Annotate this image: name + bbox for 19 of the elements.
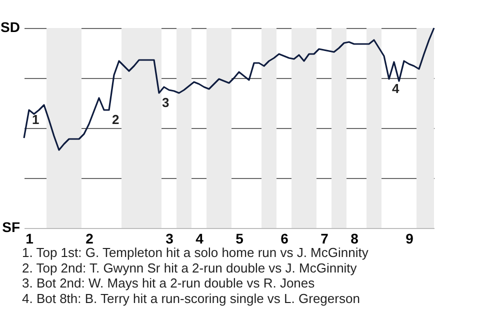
text: 3. Bot 2nd: W. Mays hit a 2-run double vs R. Jones [22, 276, 316, 291]
x-tick-label: 5 [236, 230, 244, 246]
x-tick-label: 3 [166, 230, 174, 246]
x-tick-label: 7 [320, 230, 329, 246]
annotation: 2 [112, 112, 120, 127]
x-tick-label: 1 [26, 230, 34, 246]
x-tick-label: 6 [280, 230, 289, 246]
annotation: 3 [162, 95, 170, 110]
text: SF [2, 219, 20, 235]
annotation: 4 [392, 81, 400, 96]
text: SD [0, 19, 20, 35]
annotation: 1 [32, 112, 40, 127]
text: 1. Top 1st: G. Templeton hit a solo home run vs J. McGinnity [22, 245, 369, 260]
x-tick-label: 2 [86, 230, 94, 246]
x-tick-label: 9 [406, 230, 414, 246]
text: 2. Top 2nd: T. Gwynn Sr hit a 2-run double vs J. McGinnity [22, 260, 358, 276]
x-tick-label: 4 [196, 230, 204, 246]
text: 4. Bot 8th: B. Terry hit a run-scoring single vs L. Gregerson [22, 290, 360, 306]
x-tick-label: 8 [350, 230, 359, 246]
